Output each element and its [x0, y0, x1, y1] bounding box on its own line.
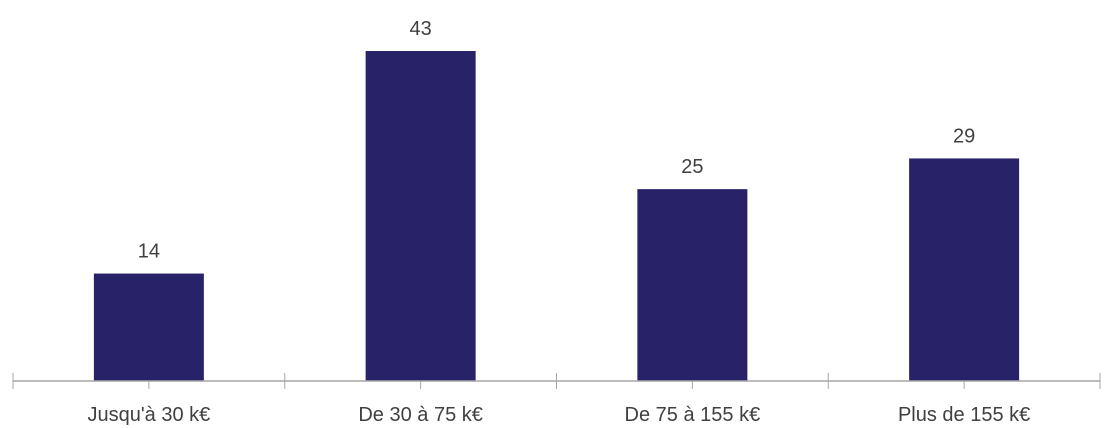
bars-group: [93, 51, 1020, 381]
x-tick-label-4: Plus de 155 k€: [898, 404, 1030, 426]
x-axis: [12, 373, 1101, 389]
data-label-3: 25: [681, 156, 703, 178]
data-label-4: 29: [953, 125, 975, 147]
x-tick-label-2: De 30 à 75 k€: [358, 404, 483, 426]
bar-2: [365, 51, 476, 381]
x-axis-tick-labels: Jusqu'à 30 k€ De 30 à 75 k€ De 75 à 155 k€…: [87, 404, 1030, 426]
x-tick-label-3: De 75 à 155 k€: [625, 404, 761, 426]
bar-1: [93, 273, 204, 381]
bar-3: [637, 189, 748, 381]
data-label-1: 14: [138, 241, 160, 263]
data-labels-group: 14 43 25 29: [138, 18, 976, 263]
x-tick-label-1: Jusqu'à 30 k€: [87, 404, 210, 426]
data-label-2: 43: [410, 18, 432, 40]
bar-4: [909, 158, 1020, 381]
